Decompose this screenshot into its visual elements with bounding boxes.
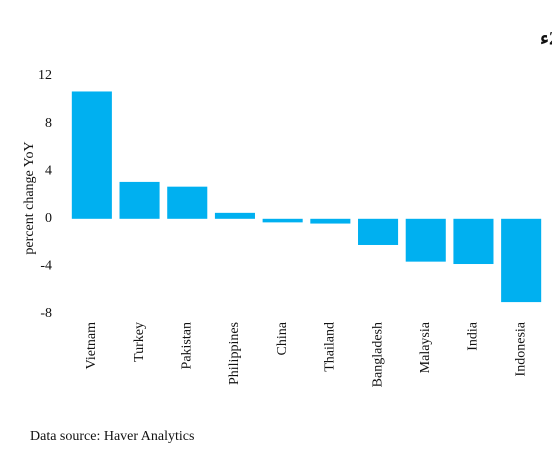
- x-tick-label: Pakistan: [179, 322, 194, 369]
- bar: [262, 218, 303, 223]
- x-tick-label: Indonesia: [513, 321, 528, 376]
- x-tick-label: Turkey: [132, 322, 147, 362]
- bar: [358, 218, 399, 245]
- x-tick-label: Thailand: [323, 322, 338, 372]
- x-tick-label: China: [275, 321, 290, 355]
- y-tick-label: -4: [40, 259, 52, 274]
- chart-title: شکل 5.2 : اہم ابھرتی منڈیوں میں برآمدات …: [540, 25, 552, 49]
- bar: [214, 212, 255, 219]
- y-tick-label: 0: [45, 211, 52, 226]
- x-tick-label: Bangladesh: [370, 322, 385, 387]
- x-tick-label: Vietnam: [84, 322, 99, 369]
- y-tick-label: 4: [45, 163, 52, 178]
- source-note: Data source: Haver Analytics: [30, 429, 194, 444]
- bar: [501, 218, 542, 303]
- y-tick-label: -8: [40, 306, 52, 321]
- bar: [71, 91, 112, 219]
- bar: [167, 186, 208, 219]
- bar: [119, 181, 160, 219]
- x-tick-label: Malaysia: [418, 321, 433, 373]
- y-tick-label: 12: [38, 68, 52, 83]
- bar: [405, 218, 446, 262]
- bar: [310, 218, 351, 224]
- x-tick-label: Philippines: [227, 322, 242, 385]
- bar: [453, 218, 494, 265]
- x-tick-label: India: [466, 321, 481, 351]
- y-axis-label: percent change YoY: [22, 141, 37, 254]
- y-tick-label: 8: [45, 116, 52, 131]
